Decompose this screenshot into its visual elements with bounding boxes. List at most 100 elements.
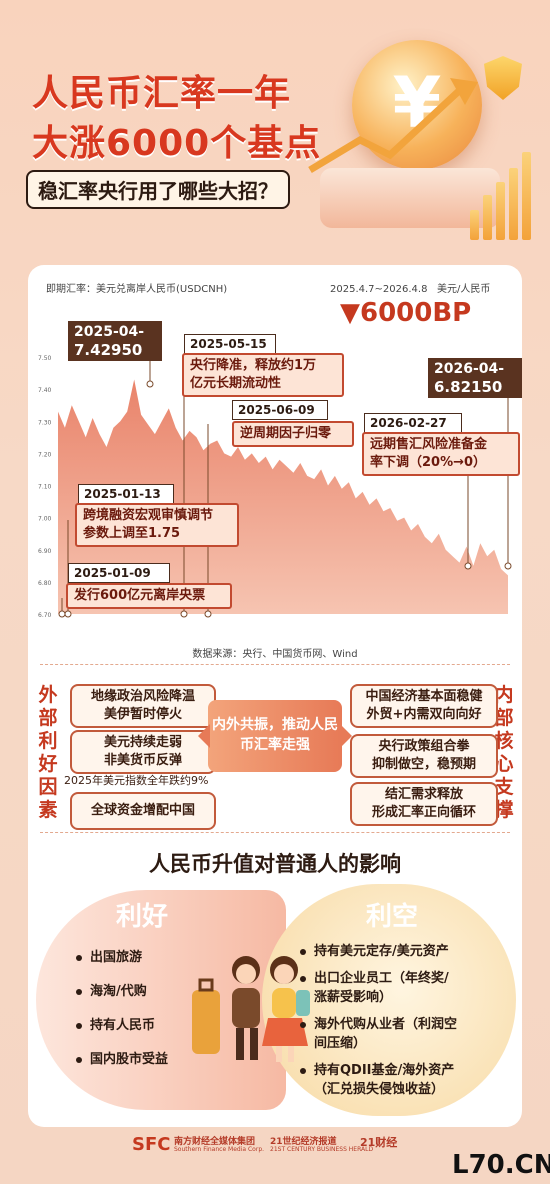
external-factor-2-line1: 美元持续走弱 bbox=[103, 735, 182, 750]
footer-org2-en: 21ST CENTURY BUSINESS HERALD bbox=[270, 1146, 374, 1153]
external-factor-2-line2: 非美货币反弹 bbox=[103, 753, 182, 768]
bullet-icon bbox=[76, 954, 82, 961]
callout-end-value: 6.82150 bbox=[428, 376, 522, 398]
page-title-line1: 人民币汇率一年 bbox=[32, 73, 292, 114]
y-tick-label: 7.10 bbox=[38, 484, 52, 491]
callout-rrr: 央行降准，释放约1万 亿元长期流动性 bbox=[182, 353, 344, 397]
positive-heading: 利好 bbox=[116, 902, 169, 932]
growth-bars-icon bbox=[470, 150, 540, 240]
positive-list: 出国旅游 海淘/代购 持有人民币 国内股市受益 bbox=[76, 948, 168, 1069]
page-title-line2: 大涨6000个基点 bbox=[32, 123, 322, 164]
y-tick-label: 7.30 bbox=[38, 419, 52, 426]
bullet-icon bbox=[300, 1021, 306, 1028]
list-item: 国内股市受益 bbox=[76, 1050, 168, 1069]
event-point bbox=[204, 610, 212, 618]
list-item: 持有美元定存/美元资产 bbox=[300, 942, 457, 961]
list-item: 海淘/代购 bbox=[76, 982, 168, 1001]
internal-factors-label: 内部核心支撑 bbox=[494, 684, 514, 821]
callout-bill-date: 2025-01-09 bbox=[68, 563, 170, 583]
list-item: 持有人民币 bbox=[76, 1016, 168, 1035]
list-item-text: 出国旅游 bbox=[90, 950, 143, 965]
chart-right-label: 2025.4.7~2026.4.8 美元/人民币 bbox=[330, 284, 491, 295]
footer-org1: 南方财经全媒体集团 bbox=[174, 1137, 256, 1147]
bp-change: ▼6000BP bbox=[340, 298, 472, 328]
internal-factor-1: 中国经济基本面稳健 外贸+内需双向向好 bbox=[350, 684, 498, 728]
page-subtitle: 稳汇率央行用了哪些大招？ bbox=[26, 170, 290, 209]
footer-org3: 21财经 bbox=[360, 1136, 398, 1149]
list-item-text: 出口企业员工（年终奖/ bbox=[314, 971, 449, 986]
y-tick-label: 7.20 bbox=[38, 451, 52, 458]
callout-macro-line1: 跨境融资宏观审慎调节 bbox=[83, 508, 214, 523]
event-point bbox=[180, 610, 188, 618]
negative-heading: 利空 bbox=[366, 902, 419, 932]
event-point bbox=[504, 562, 512, 570]
callout-ccf-date: 2025-06-09 bbox=[232, 400, 328, 420]
bullet-icon bbox=[300, 975, 306, 982]
callout-fx-risk-date: 2026-02-27 bbox=[364, 413, 462, 433]
list-item-text: 持有美元定存/美元资产 bbox=[314, 944, 449, 959]
external-factor-2: 美元持续走弱 非美货币反弹 bbox=[70, 730, 216, 774]
impact-title: 人民币升值对普通人的影响 bbox=[149, 852, 401, 876]
rate-area-series bbox=[58, 379, 508, 614]
internal-factor-1-line2: 外贸+内需双向向好 bbox=[366, 707, 482, 722]
list-item-text: 间压缩） bbox=[314, 1036, 367, 1051]
callout-ccf: 逆周期因子归零 bbox=[232, 421, 354, 447]
footer-org2: 21世纪经济报道 bbox=[270, 1137, 337, 1147]
callout-fx-risk-line2: 率下调（20%→0） bbox=[370, 455, 487, 470]
internal-factor-2-line2: 抑制做空，稳预期 bbox=[371, 757, 476, 772]
external-factor-1: 地缘政治风险降温 美伊暂时停火 bbox=[70, 684, 216, 728]
callout-fx-risk: 远期售汇风险准备金 率下调（20%→0） bbox=[362, 432, 520, 476]
bullet-icon bbox=[76, 1056, 82, 1063]
bullet-icon bbox=[76, 1022, 82, 1029]
list-item-text: 持有人民币 bbox=[90, 1018, 156, 1033]
internal-factor-2: 央行政策组合拳 抑制做空，稳预期 bbox=[350, 734, 498, 778]
y-tick-label: 7.40 bbox=[38, 387, 52, 394]
negative-list: 持有美元定存/美元资产 出口企业员工（年终奖/涨薪受影响） 海外代购从业者（利润… bbox=[300, 942, 457, 1099]
list-item-text: 海淘/代购 bbox=[90, 984, 147, 999]
y-tick-label: 6.80 bbox=[38, 580, 52, 587]
list-item: 海外代购从业者（利润空 间压缩） bbox=[300, 1015, 457, 1053]
list-item-text: 持有QDII基金/海外资产 bbox=[314, 1063, 455, 1078]
callout-macro: 跨境融资宏观审慎调节 参数上调至1.75 bbox=[75, 503, 239, 547]
list-item: 出口企业员工（年终奖/涨薪受影响） bbox=[300, 969, 457, 1007]
list-item-text: 海外代购从业者（利润空 bbox=[314, 1017, 458, 1032]
list-item: 出国旅游 bbox=[76, 948, 168, 967]
callout-rrr-line2: 亿元长期流动性 bbox=[190, 376, 282, 391]
center-message: 内外共振，推动人民币汇率走强 bbox=[208, 700, 342, 772]
internal-factor-2-line1: 央行政策组合拳 bbox=[378, 739, 470, 754]
internal-factor-3: 结汇需求释放 形成汇率正向循环 bbox=[350, 782, 498, 826]
callout-start-value: 7.42950 bbox=[68, 339, 162, 361]
list-item-text: 国内股市受益 bbox=[90, 1052, 169, 1067]
internal-factor-1-line1: 中国经济基本面稳健 bbox=[365, 689, 483, 704]
event-point bbox=[64, 610, 72, 618]
callout-rrr-line1: 央行降准，释放约1万 bbox=[190, 358, 317, 373]
y-tick-label: 6.90 bbox=[38, 548, 52, 555]
travelers-illustration bbox=[192, 956, 310, 1062]
callout-rrr-date: 2025-05-15 bbox=[184, 334, 276, 354]
callout-fx-risk-line1: 远期售汇风险准备金 bbox=[370, 437, 488, 452]
external-factors-label: 外部利好因素 bbox=[38, 684, 58, 821]
internal-factor-3-line1: 结汇需求释放 bbox=[384, 787, 463, 802]
list-item-text: （汇兑损失侵蚀收益） bbox=[314, 1082, 445, 1097]
external-factor-1-line2: 美伊暂时停火 bbox=[103, 707, 182, 722]
list-item-text: 涨薪受影响） bbox=[314, 990, 393, 1005]
sfc-logo: SFC bbox=[132, 1134, 171, 1155]
event-point bbox=[146, 380, 154, 388]
event-point bbox=[464, 562, 472, 570]
y-tick-label: 7.50 bbox=[38, 355, 52, 362]
internal-factor-3-line2: 形成汇率正向循环 bbox=[371, 805, 476, 820]
callout-macro-line2: 参数上调至1.75 bbox=[83, 526, 181, 541]
callout-macro-date: 2025-01-13 bbox=[78, 484, 174, 504]
list-item: 持有QDII基金/海外资产 （汇兑损失侵蚀收益） bbox=[300, 1061, 457, 1099]
external-note: 2025年美元指数全年跌约9% bbox=[64, 774, 209, 787]
bullet-icon bbox=[76, 988, 82, 995]
center-arrows-icon bbox=[198, 724, 352, 748]
chart-left-label: 即期汇率：美元兑离岸人民币(USDCNH) bbox=[46, 284, 228, 295]
y-tick-label: 6.70 bbox=[38, 612, 52, 619]
exchange-rate-chart: 7.50 7.40 7.30 7.20 7.10 7.00 6.90 6.80 6.70 bbox=[38, 355, 512, 619]
callout-bill: 发行600亿元离岸央票 bbox=[66, 583, 232, 609]
external-factor-3: 全球资金增配中国 bbox=[70, 792, 216, 830]
footer-org1-en: Southern Finance Media Corp. bbox=[174, 1146, 265, 1153]
divider bbox=[40, 664, 510, 665]
external-factor-1-line1: 地缘政治风险降温 bbox=[90, 689, 195, 704]
